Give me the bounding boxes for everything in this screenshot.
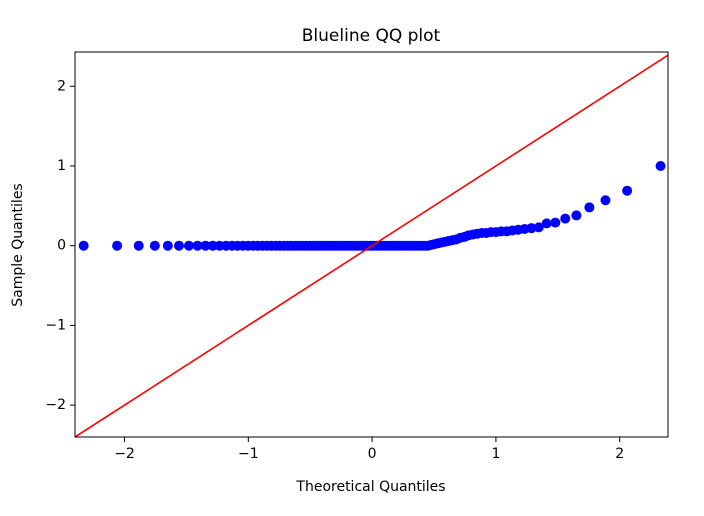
x-tick-label: 0 — [368, 446, 377, 462]
point — [162, 240, 173, 251]
y-tick-label: 0 — [57, 238, 66, 254]
point — [541, 218, 552, 229]
point — [533, 222, 544, 233]
point — [192, 240, 203, 251]
y-tick-label: −2 — [45, 397, 66, 413]
point — [133, 240, 144, 251]
reference-line — [75, 54, 668, 437]
point — [560, 213, 571, 224]
point — [600, 195, 611, 206]
x-tick-label: 2 — [615, 446, 624, 462]
chart-title: Blueline QQ plot — [302, 26, 441, 46]
x-axis-label: Theoretical Quantiles — [295, 479, 445, 495]
y-tick-label: 1 — [57, 158, 66, 174]
point — [526, 223, 537, 234]
x-tick-label: 1 — [491, 446, 500, 462]
point — [584, 202, 595, 213]
plot-frame — [74, 51, 669, 438]
point — [571, 210, 582, 221]
y-tick-label: −1 — [45, 317, 66, 333]
point — [149, 240, 160, 251]
x-tick-label: −2 — [114, 446, 135, 462]
y-axis-label: Sample Quantiles — [10, 183, 26, 306]
point — [183, 240, 194, 251]
point — [655, 160, 666, 171]
point — [173, 240, 184, 251]
point — [78, 240, 89, 251]
point — [622, 185, 633, 196]
x-tick-label: −1 — [238, 446, 259, 462]
point — [550, 217, 561, 228]
point — [112, 240, 123, 251]
point — [200, 240, 211, 251]
y-tick-label: 2 — [57, 78, 66, 94]
